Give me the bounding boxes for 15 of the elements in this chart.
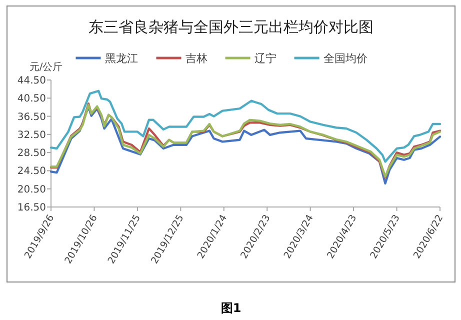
y-tick-label: 24.50 [17, 166, 46, 178]
y-tick-label: 36.50 [17, 112, 46, 123]
legend-label: 辽宁 [254, 52, 276, 65]
y-axis-title: 元/公斤 [29, 61, 63, 73]
y-tick-label: 44.50 [17, 76, 46, 86]
y-tick-label: 32.50 [17, 130, 46, 141]
y-tick-label: 40.50 [17, 94, 46, 105]
legend-label: 全国均价 [323, 52, 368, 65]
y-tick-label: 20.50 [17, 184, 46, 196]
caption: 图1 [220, 301, 242, 315]
y-tick-label: 16.50 [17, 202, 46, 214]
legend-label: 黑龙江 [104, 52, 138, 65]
chart-title: 东三省良杂猪与全国外三元出栏均价对比图 [88, 18, 374, 36]
legend-label: 吉林 [185, 52, 208, 65]
y-tick-label: 28.50 [17, 148, 46, 160]
